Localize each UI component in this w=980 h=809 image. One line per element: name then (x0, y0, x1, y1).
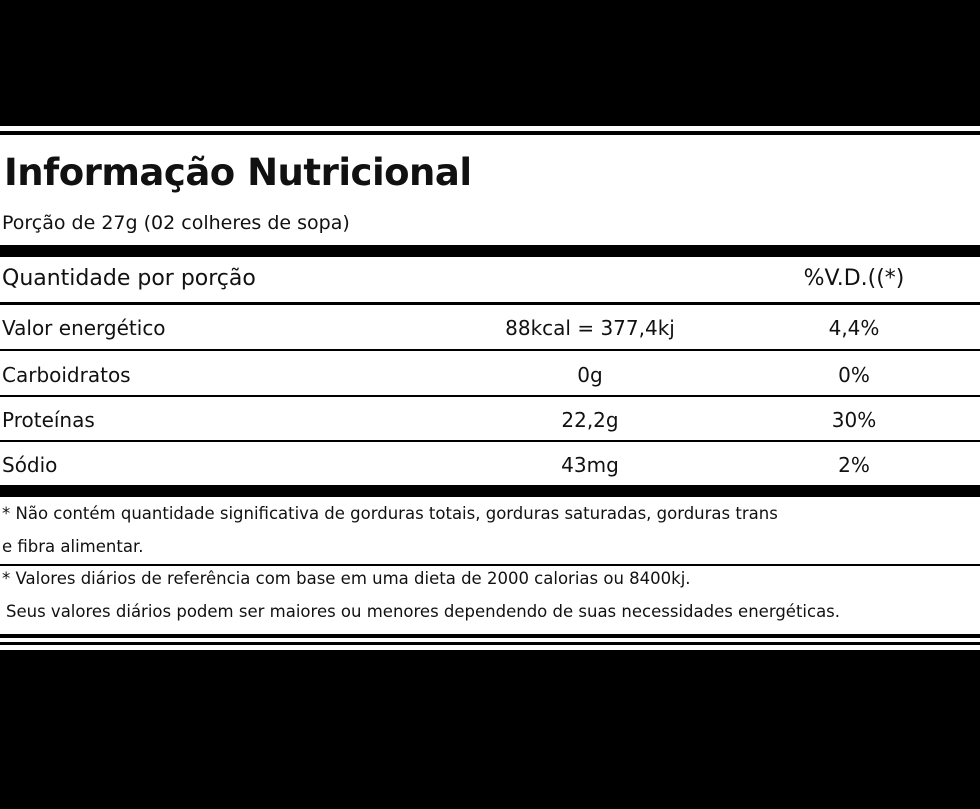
nutrient-name: Carboidratos (2, 363, 131, 387)
nutrient-name: Sódio (2, 453, 58, 477)
bottom-divider (0, 634, 980, 638)
nutrient-amount: 88kcal = 377,4kj (505, 316, 675, 340)
vd-header: %V.D.((*) (803, 266, 905, 291)
nutrient-vd: 2% (838, 453, 870, 477)
nutrient-vd: 30% (831, 408, 877, 432)
serving-size: Porção de 27g (02 colheres de sopa) (2, 212, 350, 234)
bottom-divider (0, 642, 980, 645)
nutrient-vd: 0% (838, 363, 870, 387)
footnote: Seus valores diários podem ser maiores o… (6, 602, 841, 621)
footnote-divider (0, 564, 980, 566)
row-divider (0, 349, 980, 351)
nutrient-vd: 4,4% (828, 316, 880, 340)
row-divider (0, 395, 980, 397)
row-divider (0, 440, 980, 442)
top-divider (0, 131, 980, 135)
quantity-header: Quantidade por porção (2, 266, 256, 291)
footnote: * Não contém quantidade significativa de… (2, 504, 778, 523)
header-divider (0, 302, 980, 305)
thick-divider-top (0, 245, 980, 257)
footnote: * Valores diários de referência com base… (2, 569, 691, 588)
thick-divider-bottom (0, 485, 980, 497)
nutrient-amount: 0g (577, 363, 603, 387)
label-title: Informação Nutricional (4, 151, 472, 194)
nutrient-name: Proteínas (2, 408, 95, 432)
nutrition-facts-label: Informação Nutricional Porção de 27g (02… (0, 126, 980, 650)
footnote: e fibra alimentar. (2, 537, 144, 556)
nutrient-amount: 22,2g (561, 408, 619, 432)
nutrient-amount: 43mg (561, 453, 619, 477)
nutrient-name: Valor energético (2, 316, 166, 340)
